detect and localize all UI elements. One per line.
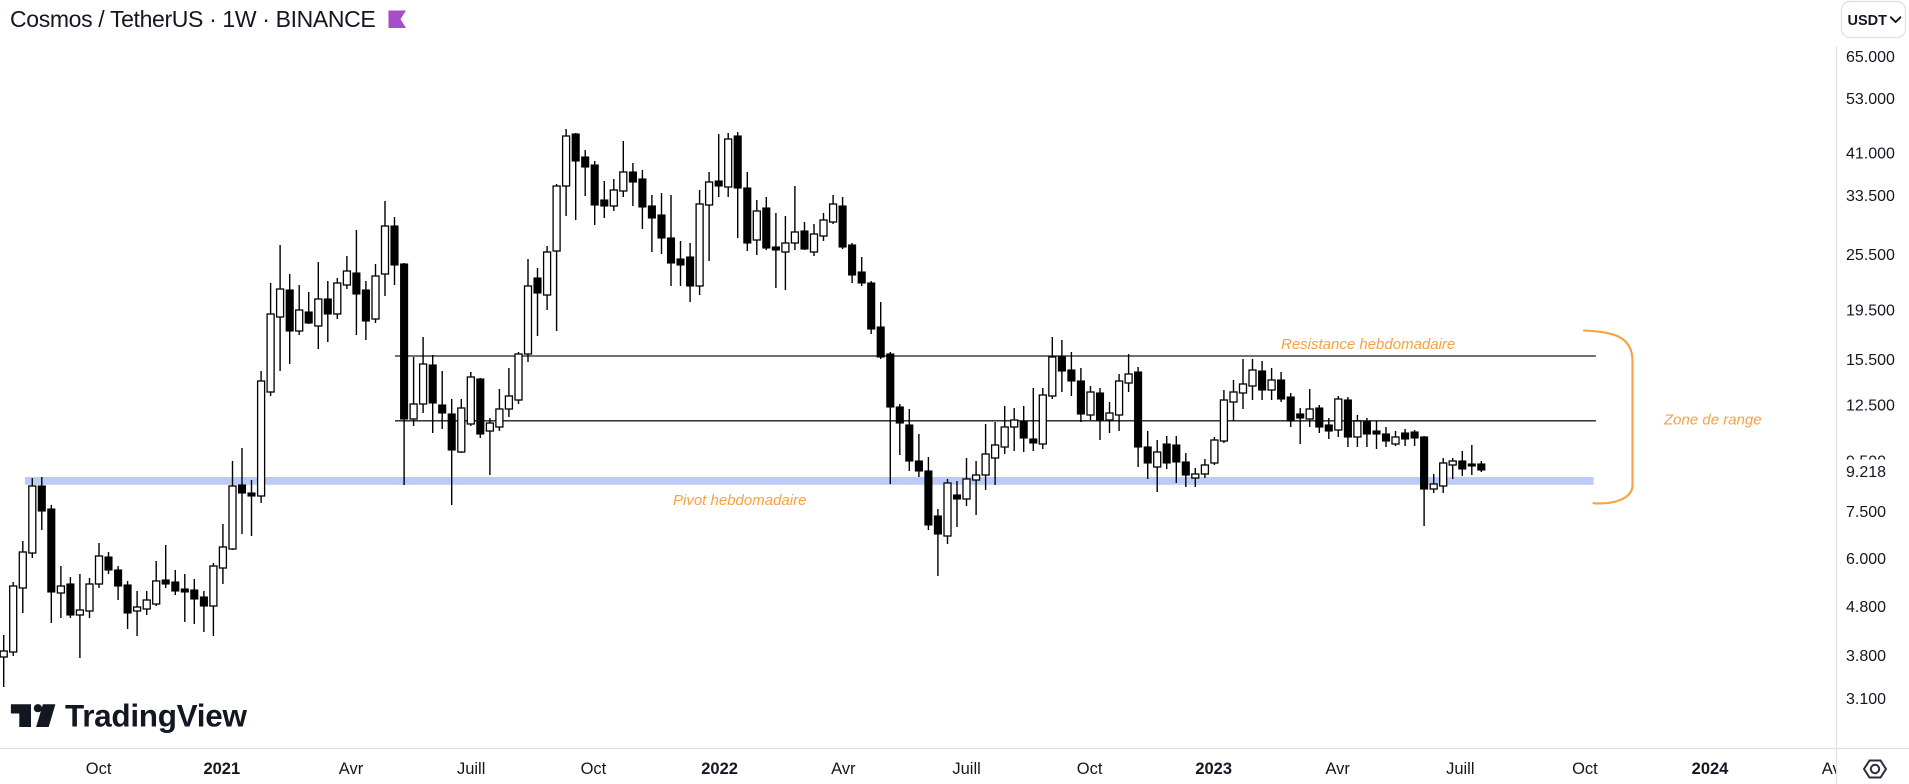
svg-text:Resistance hebdomadaire: Resistance hebdomadaire bbox=[1281, 336, 1455, 353]
svg-text:2021: 2021 bbox=[203, 760, 240, 778]
svg-text:12.500: 12.500 bbox=[1846, 398, 1895, 415]
svg-text:9.218: 9.218 bbox=[1846, 464, 1886, 481]
svg-text:6.000: 6.000 bbox=[1846, 551, 1886, 568]
svg-text:Juill: Juill bbox=[457, 760, 485, 778]
svg-text:Cosmos / TetherUS · 1W · BINAN: Cosmos / TetherUS · 1W · BINANCE bbox=[10, 6, 375, 32]
svg-text:2024: 2024 bbox=[1692, 760, 1730, 778]
svg-text:Juill: Juill bbox=[952, 760, 980, 778]
svg-text:Avr: Avr bbox=[1325, 760, 1350, 778]
svg-text:USDT: USDT bbox=[1848, 13, 1888, 29]
svg-text:33.500: 33.500 bbox=[1846, 188, 1895, 205]
svg-text:7.500: 7.500 bbox=[1846, 504, 1886, 521]
svg-text:Oct: Oct bbox=[86, 760, 112, 778]
svg-text:Oct: Oct bbox=[1077, 760, 1103, 778]
svg-text:Juill: Juill bbox=[1446, 760, 1474, 778]
svg-text:Zone de range: Zone de range bbox=[1663, 412, 1762, 429]
svg-text:Avr: Avr bbox=[1822, 760, 1847, 778]
svg-text:4.800: 4.800 bbox=[1846, 599, 1886, 616]
svg-text:TradingView: TradingView bbox=[65, 698, 247, 734]
svg-text:Oct: Oct bbox=[1572, 760, 1598, 778]
svg-text:15.500: 15.500 bbox=[1846, 352, 1895, 369]
svg-text:Pivot hebdomadaire: Pivot hebdomadaire bbox=[673, 492, 806, 509]
svg-text:3.100: 3.100 bbox=[1846, 691, 1886, 708]
svg-text:3.800: 3.800 bbox=[1846, 648, 1886, 665]
svg-text:Oct: Oct bbox=[581, 760, 607, 778]
svg-text:53.000: 53.000 bbox=[1846, 91, 1895, 108]
svg-text:65.000: 65.000 bbox=[1846, 49, 1895, 66]
svg-text:2022: 2022 bbox=[701, 760, 738, 778]
svg-text:2023: 2023 bbox=[1195, 760, 1232, 778]
svg-text:Avr: Avr bbox=[339, 760, 364, 778]
svg-text:25.500: 25.500 bbox=[1846, 247, 1895, 264]
svg-text:41.000: 41.000 bbox=[1846, 145, 1895, 162]
svg-text:19.500: 19.500 bbox=[1846, 303, 1895, 320]
svg-text:Avr: Avr bbox=[831, 760, 856, 778]
